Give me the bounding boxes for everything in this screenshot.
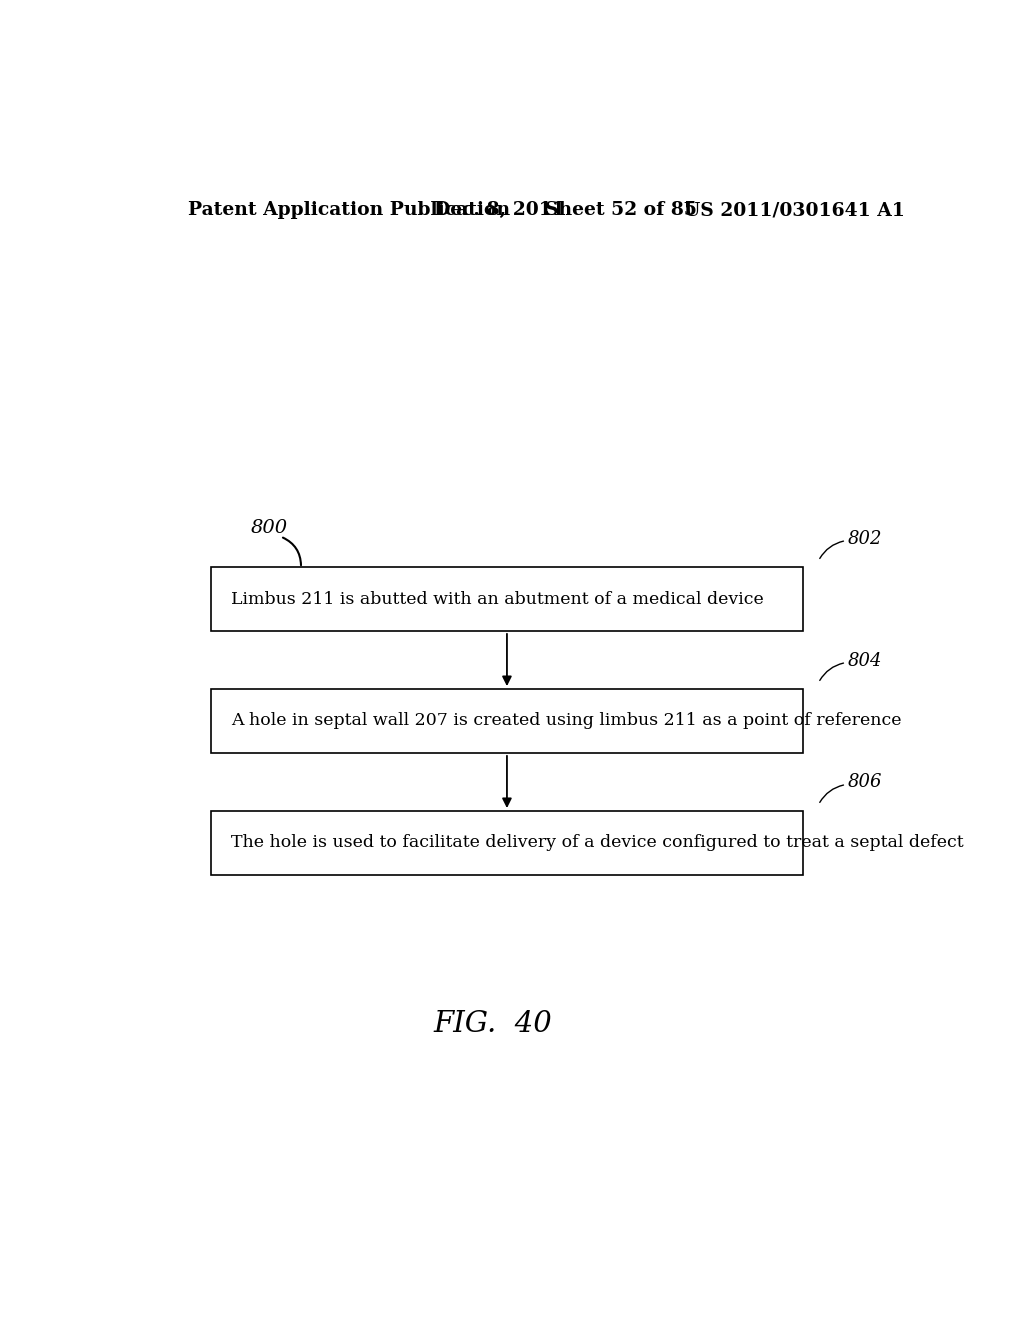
Bar (211, 568, 803, 631)
Text: A hole in septal wall 207 is created using limbus 211 as a point of reference: A hole in septal wall 207 is created usi… (231, 713, 902, 730)
Text: 806: 806 (848, 774, 883, 792)
Text: US 2011/0301641 A1: US 2011/0301641 A1 (684, 201, 904, 219)
Bar (211, 810, 803, 875)
Text: Patent Application Publication: Patent Application Publication (187, 201, 510, 219)
Text: Sheet 52 of 85: Sheet 52 of 85 (545, 201, 696, 219)
Text: The hole is used to facilitate delivery of a device configured to treat a septal: The hole is used to facilitate delivery … (231, 834, 964, 851)
Text: Limbus 211 is abutted with an abutment of a medical device: Limbus 211 is abutted with an abutment o… (231, 590, 764, 607)
Text: FIG.  40: FIG. 40 (434, 1010, 552, 1039)
Text: Dec. 8, 2011: Dec. 8, 2011 (433, 201, 564, 219)
Text: 800: 800 (251, 519, 288, 537)
Text: 804: 804 (848, 652, 883, 669)
Text: 802: 802 (848, 529, 883, 548)
Bar (211, 689, 803, 752)
